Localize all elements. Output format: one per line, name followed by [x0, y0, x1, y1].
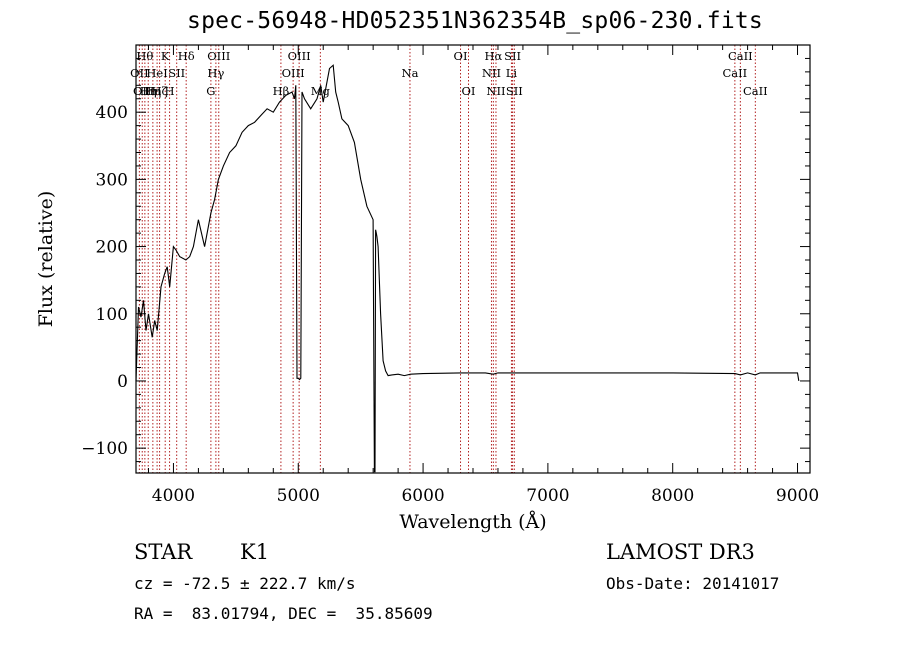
line-marker-label: NII — [482, 66, 501, 80]
line-marker-label: Hη — [140, 84, 157, 98]
y-axis: −100 0 100 200 300 400 — [81, 57, 810, 463]
line-marker-label: Hη — [144, 84, 161, 98]
line-marker-label: CaII — [743, 84, 768, 98]
y-tick-label: 400 — [96, 103, 128, 123]
line-marker-label: OII — [133, 84, 152, 98]
object-class: STAR — [134, 540, 193, 564]
line-marker-label: K — [161, 49, 170, 63]
x-axis: 4000 5000 6000 7000 8000 9000 — [147, 45, 819, 506]
y-tick-label: 200 — [96, 238, 128, 258]
line-marker-label: OIII — [282, 66, 305, 80]
line-marker-label: OII — [130, 66, 149, 80]
x-tick-label: 7000 — [526, 486, 569, 506]
x-axis-label: Wavelength (Å) — [399, 511, 546, 533]
line-marker-label: SII — [504, 49, 521, 63]
velocity-readout: cz = -72.5 ± 222.7 km/s — [134, 574, 356, 593]
y-axis-label: Flux (relative) — [35, 191, 57, 328]
x-tick-label: 5000 — [277, 486, 320, 506]
line-marker-label: G — [206, 84, 215, 98]
coordinates-readout: RA = 83.01794, DEC = 35.85609 — [134, 604, 433, 623]
y-tick-label: 300 — [96, 170, 128, 190]
line-marker-label: Li — [506, 66, 518, 80]
x-tick-label: 9000 — [776, 486, 819, 506]
line-marker-label: OI — [462, 84, 476, 98]
spectral-line-markers — [138, 45, 756, 473]
observation-date: Obs-Date: 20141017 — [606, 574, 780, 593]
y-tick-label: 100 — [96, 305, 128, 325]
plot-frame — [135, 44, 811, 474]
line-marker-label: Hβ — [273, 84, 290, 98]
line-marker-label: SII — [168, 66, 185, 80]
series-line — [135, 64, 800, 473]
line-marker-label: OIII — [288, 49, 311, 63]
line-marker-label: NII — [486, 84, 505, 98]
line-marker-label: CaII — [722, 66, 747, 80]
chart-title: spec-56948-HD052351N362354B_sp06-230.fit… — [187, 8, 763, 34]
line-marker-label: HeI — [146, 66, 167, 80]
line-marker-label: SII — [506, 84, 523, 98]
x-tick-label: 8000 — [651, 486, 694, 506]
x-tick-label: 4000 — [152, 486, 195, 506]
line-marker-label: CaII — [728, 49, 753, 63]
subclass: K1 — [240, 540, 270, 564]
line-marker-label: Hγ — [207, 66, 224, 80]
line-marker-label: Hθ — [136, 49, 153, 63]
line-marker-label: H — [165, 84, 175, 98]
line-marker-label: Na — [402, 66, 419, 80]
survey-name: LAMOST DR3 — [606, 540, 755, 564]
y-tick-label: 0 — [117, 372, 128, 392]
x-tick-label: 6000 — [401, 486, 444, 506]
line-marker-label: Hζ — [151, 84, 167, 98]
line-marker-label: OIII — [207, 49, 230, 63]
line-marker-label: Hα — [484, 49, 502, 63]
line-marker-label: OI — [454, 49, 468, 63]
line-marker-label: Hδ — [178, 49, 195, 63]
y-tick-label: −100 — [81, 439, 128, 459]
